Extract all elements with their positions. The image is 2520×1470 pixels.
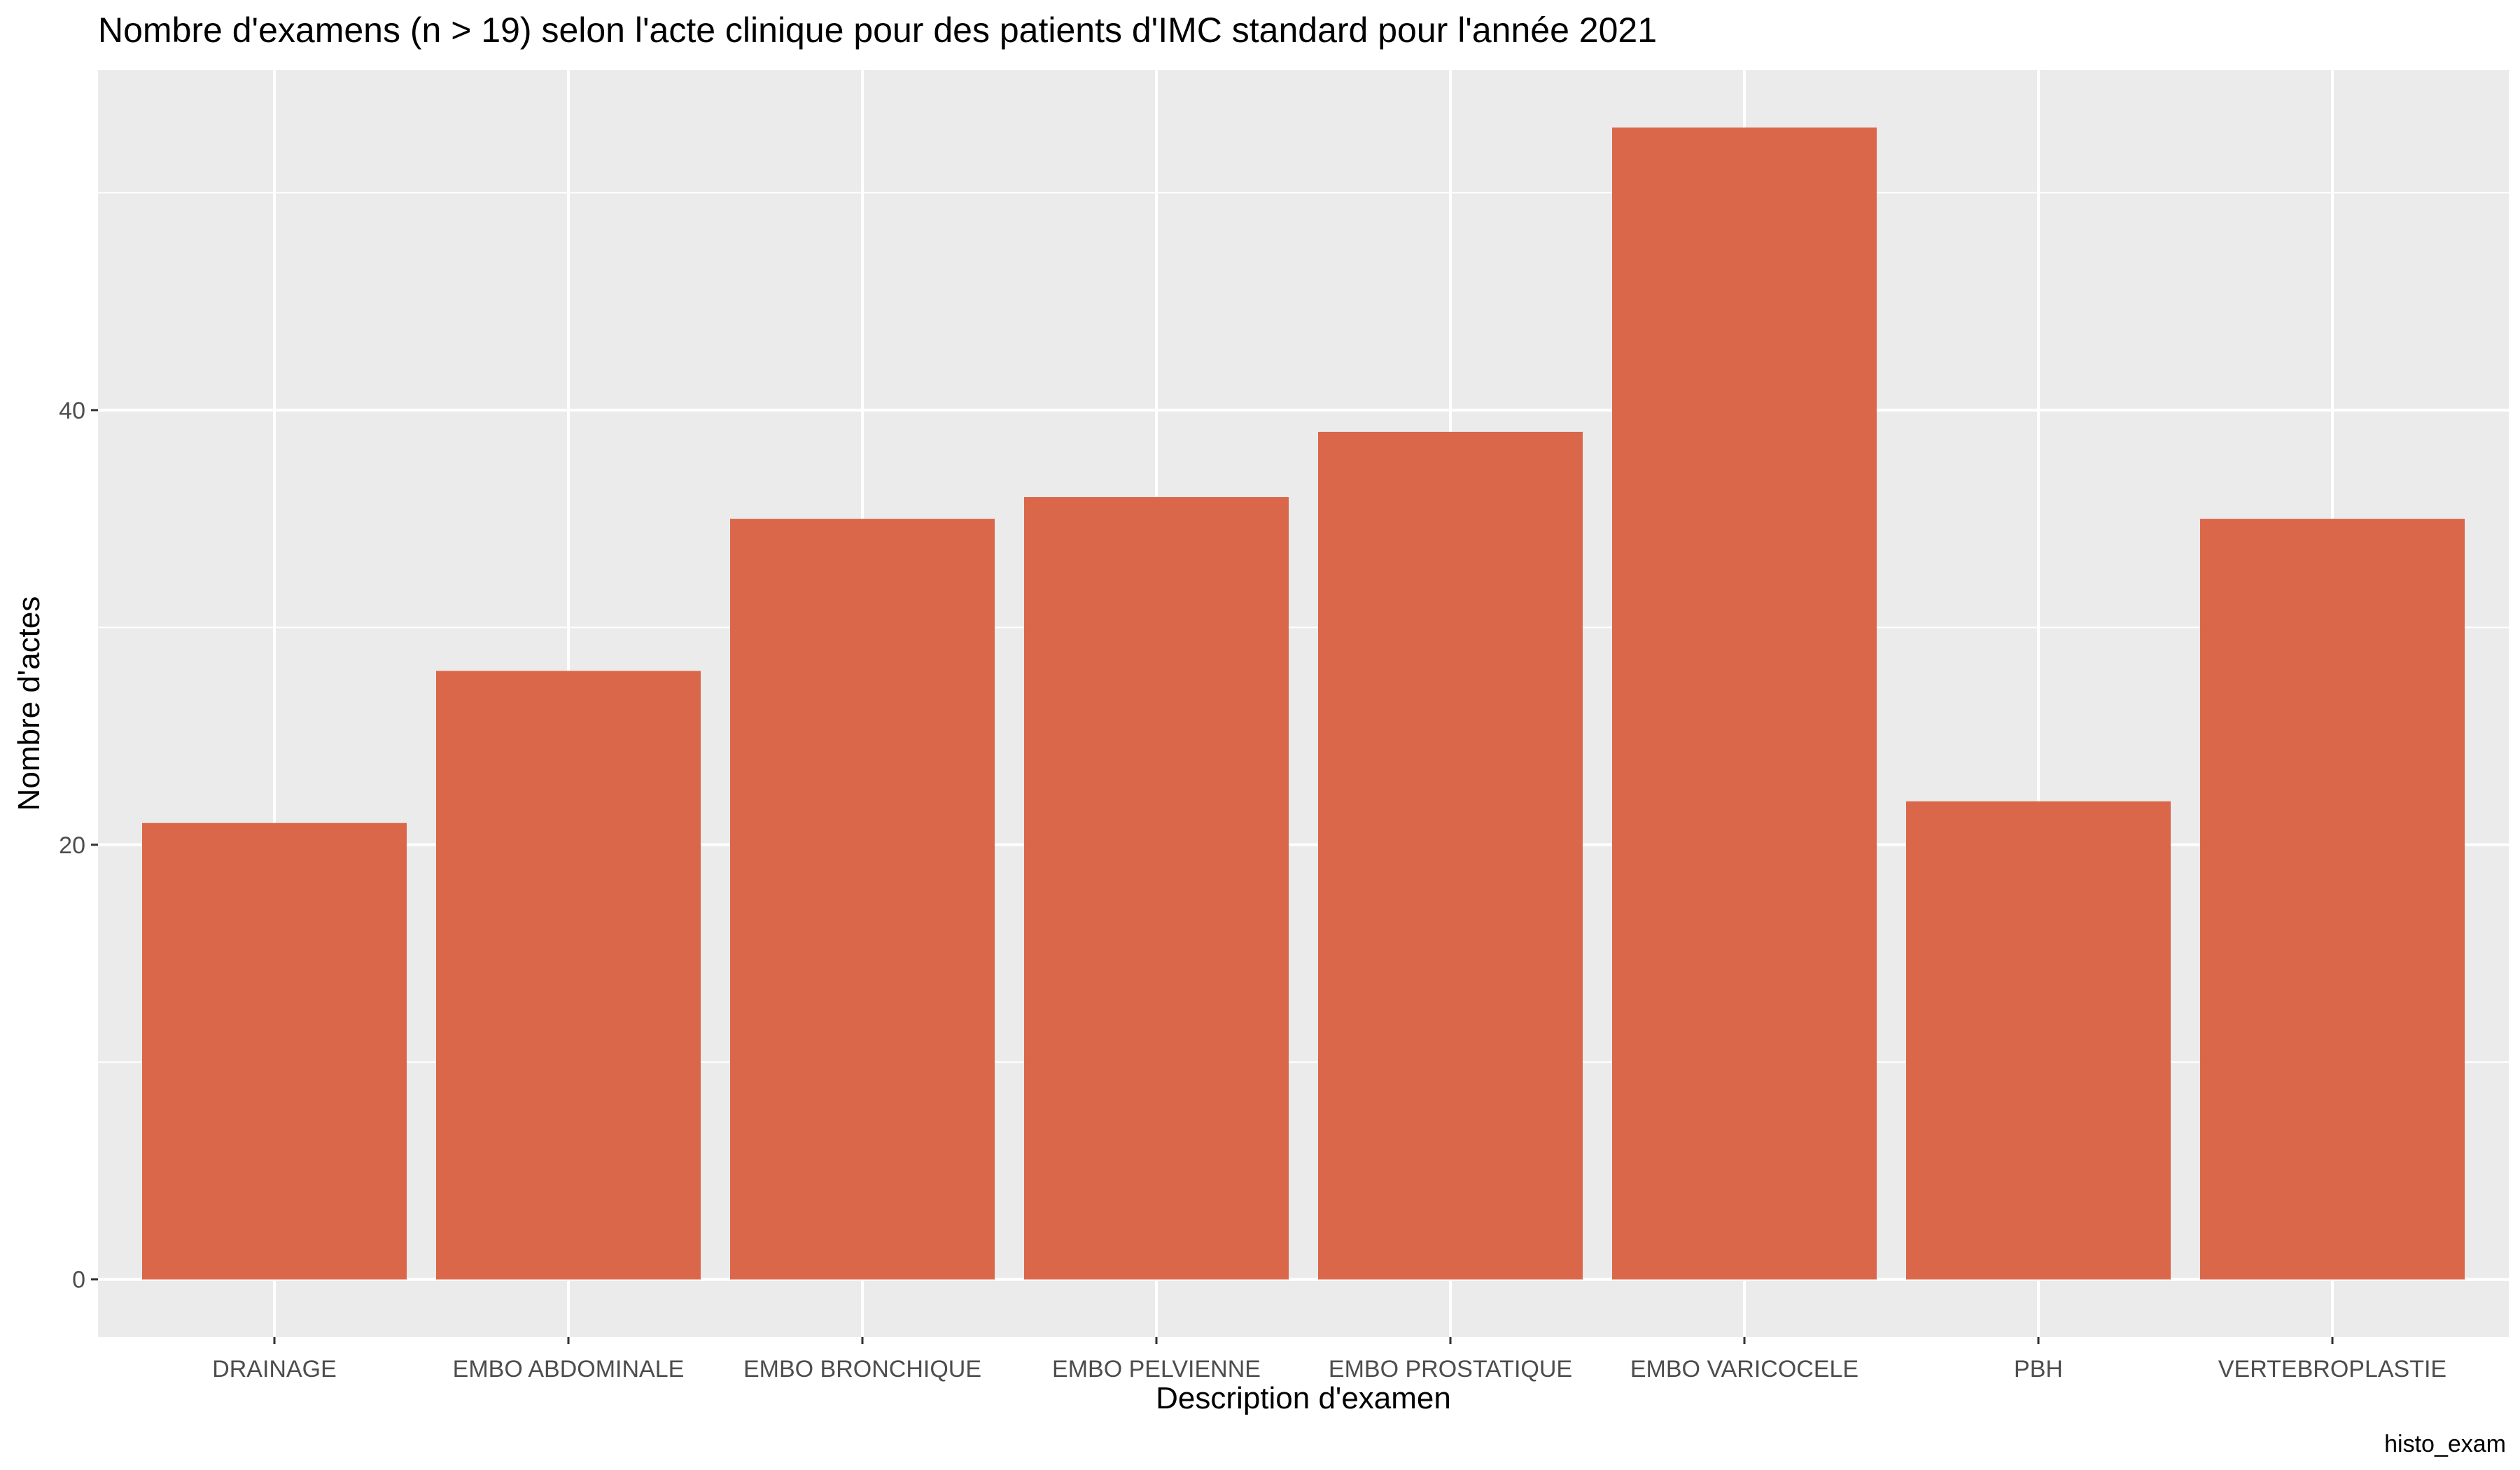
- bar-embo-pelvienne: [1024, 497, 1289, 1280]
- y-tick-label: 0: [72, 1267, 85, 1294]
- caption: histo_exam: [2384, 1431, 2506, 1457]
- chart-title: Nombre d'examens (n > 19) selon l'acte c…: [98, 10, 1657, 50]
- x-axis-title: Description d'examen: [1156, 1381, 1451, 1415]
- x-tick-label: EMBO PROSTATIQUE: [1329, 1356, 1572, 1382]
- bar-embo-abdominale: [436, 671, 701, 1280]
- bar-embo-bronchique: [730, 519, 995, 1280]
- y-axis: 0 20 40: [59, 398, 98, 1294]
- x-tick-label: EMBO VARICOCELE: [1630, 1356, 1858, 1382]
- y-tick-label: 20: [59, 832, 85, 859]
- x-tick-label: EMBO PELVIENNE: [1052, 1356, 1261, 1382]
- bar-vertebroplastie: [2200, 519, 2465, 1280]
- bar-embo-varicocele: [1612, 127, 1877, 1280]
- x-tick-label: DRAINAGE: [212, 1356, 337, 1382]
- bar-embo-prostatique: [1318, 431, 1583, 1280]
- x-axis: DRAINAGE EMBO ABDOMINALE EMBO BRONCHIQUE EM…: [212, 1337, 2446, 1382]
- y-axis-title: Nombre d'actes: [12, 596, 46, 811]
- x-tick-label: EMBO BRONCHIQUE: [743, 1356, 981, 1382]
- x-tick-label: VERTEBROPLASTIE: [2218, 1356, 2446, 1382]
- x-tick-label: EMBO ABDOMINALE: [453, 1356, 685, 1382]
- x-tick-label: PBH: [2014, 1356, 2063, 1382]
- bar-pbh: [1906, 801, 2171, 1280]
- bars: [142, 127, 2465, 1280]
- y-tick-label: 40: [59, 398, 85, 424]
- bar-drainage: [142, 822, 407, 1280]
